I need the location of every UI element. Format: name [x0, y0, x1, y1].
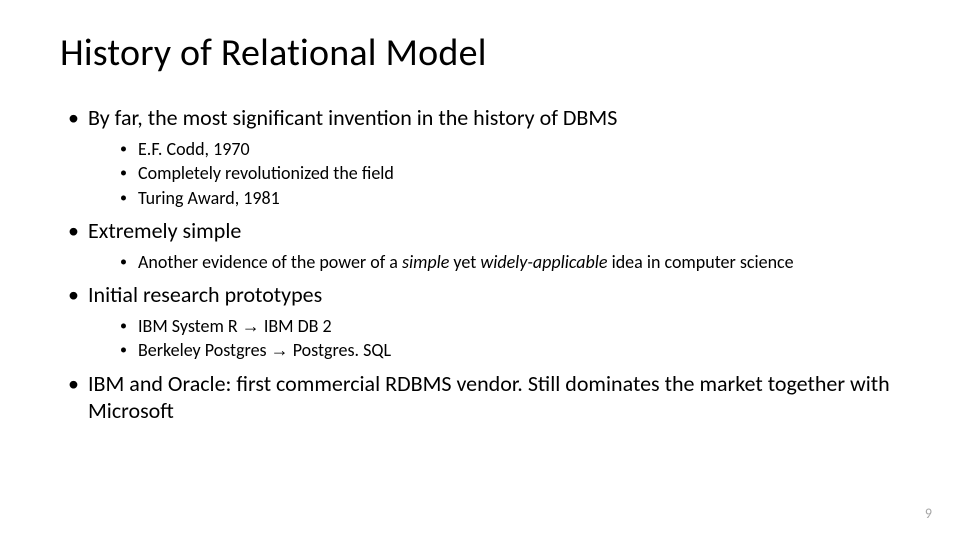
text-fragment: yet	[449, 251, 480, 273]
bullet-l1-item: Initial research prototypes IBM System R…	[60, 281, 900, 362]
italic-text: widely-applicable	[480, 251, 607, 273]
text-fragment: Another evidence of the power of a	[138, 251, 402, 273]
page-number: 9	[925, 505, 932, 522]
bullet-l1-item: By far, the most significant invention i…	[60, 104, 900, 209]
italic-text: simple	[402, 251, 449, 273]
arrow-icon: →	[242, 316, 260, 336]
bullet-l2-item: IBM System R → IBM DB 2	[88, 315, 900, 338]
arrow-icon: →	[271, 340, 289, 360]
bullet-l1-text: By far, the most significant invention i…	[88, 104, 617, 131]
text-fragment: idea in computer science	[608, 251, 794, 273]
text-fragment: Berkeley Postgres	[138, 339, 271, 361]
bullet-l2-item: E.F. Codd, 1970	[88, 138, 900, 161]
bullet-l2-item: Turing Award, 1981	[88, 187, 900, 210]
bullet-list-l1: By far, the most significant invention i…	[60, 104, 900, 425]
text-fragment: IBM System R	[138, 315, 242, 337]
bullet-list-l2: E.F. Codd, 1970 Completely revolutionize…	[88, 138, 900, 210]
bullet-l1-text: Initial research prototypes	[88, 281, 322, 308]
bullet-l2-item: Completely revolutionized the field	[88, 162, 900, 185]
bullet-l1-item: IBM and Oracle: first commercial RDBMS v…	[60, 370, 900, 425]
slide: History of Relational Model By far, the …	[0, 0, 960, 540]
slide-title: History of Relational Model	[60, 30, 900, 76]
bullet-l2-item: Another evidence of the power of a simpl…	[88, 251, 900, 274]
bullet-l1-text: IBM and Oracle: first commercial RDBMS v…	[88, 370, 890, 425]
bullet-list-l2: Another evidence of the power of a simpl…	[88, 251, 900, 274]
bullet-l2-item: Berkeley Postgres → Postgres. SQL	[88, 339, 900, 362]
text-fragment: IBM DB 2	[260, 315, 332, 337]
bullet-list-l2: IBM System R → IBM DB 2 Berkeley Postgre…	[88, 315, 900, 362]
text-fragment: Postgres. SQL	[289, 339, 391, 361]
bullet-l1-item: Extremely simple Another evidence of the…	[60, 217, 900, 273]
bullet-l1-text: Extremely simple	[88, 217, 241, 244]
